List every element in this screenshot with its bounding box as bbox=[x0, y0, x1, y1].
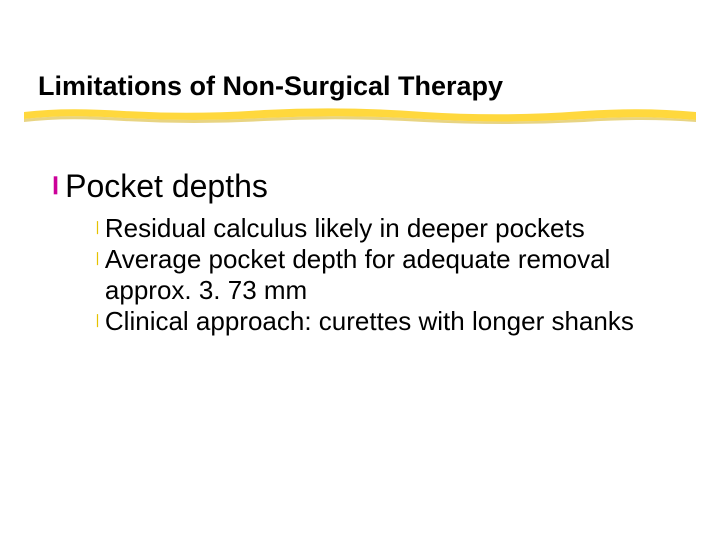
list-item: ❙ Clinical approach: curettes with longe… bbox=[92, 306, 668, 337]
bullet-level2-icon: ❙ bbox=[94, 306, 100, 328]
slide: Limitations of Non-Surgical Therapy ❚ Po… bbox=[0, 0, 720, 540]
list-item: ❙ Average pocket depth for adequate remo… bbox=[92, 244, 668, 306]
list-item-text: Average pocket depth for adequate remova… bbox=[105, 244, 668, 306]
list-item: ❙ Residual calculus likely in deeper poc… bbox=[92, 213, 668, 244]
bullet-level1-icon: ❚ bbox=[51, 168, 60, 195]
sublist: ❙ Residual calculus likely in deeper poc… bbox=[92, 213, 668, 338]
bullet-level2-icon: ❙ bbox=[94, 213, 100, 235]
list-item-text: Pocket depths bbox=[65, 168, 268, 205]
content-area: ❚ Pocket depths ❙ Residual calculus like… bbox=[48, 168, 668, 338]
list-item-text: Residual calculus likely in deeper pocke… bbox=[105, 213, 585, 244]
list-item: ❚ Pocket depths bbox=[48, 168, 668, 205]
slide-title: Limitations of Non-Surgical Therapy bbox=[38, 72, 678, 102]
title-underline bbox=[24, 106, 696, 124]
bullet-level2-icon: ❙ bbox=[94, 244, 100, 266]
list-item-text: Clinical approach: curettes with longer … bbox=[105, 306, 634, 337]
title-container: Limitations of Non-Surgical Therapy bbox=[38, 72, 678, 102]
